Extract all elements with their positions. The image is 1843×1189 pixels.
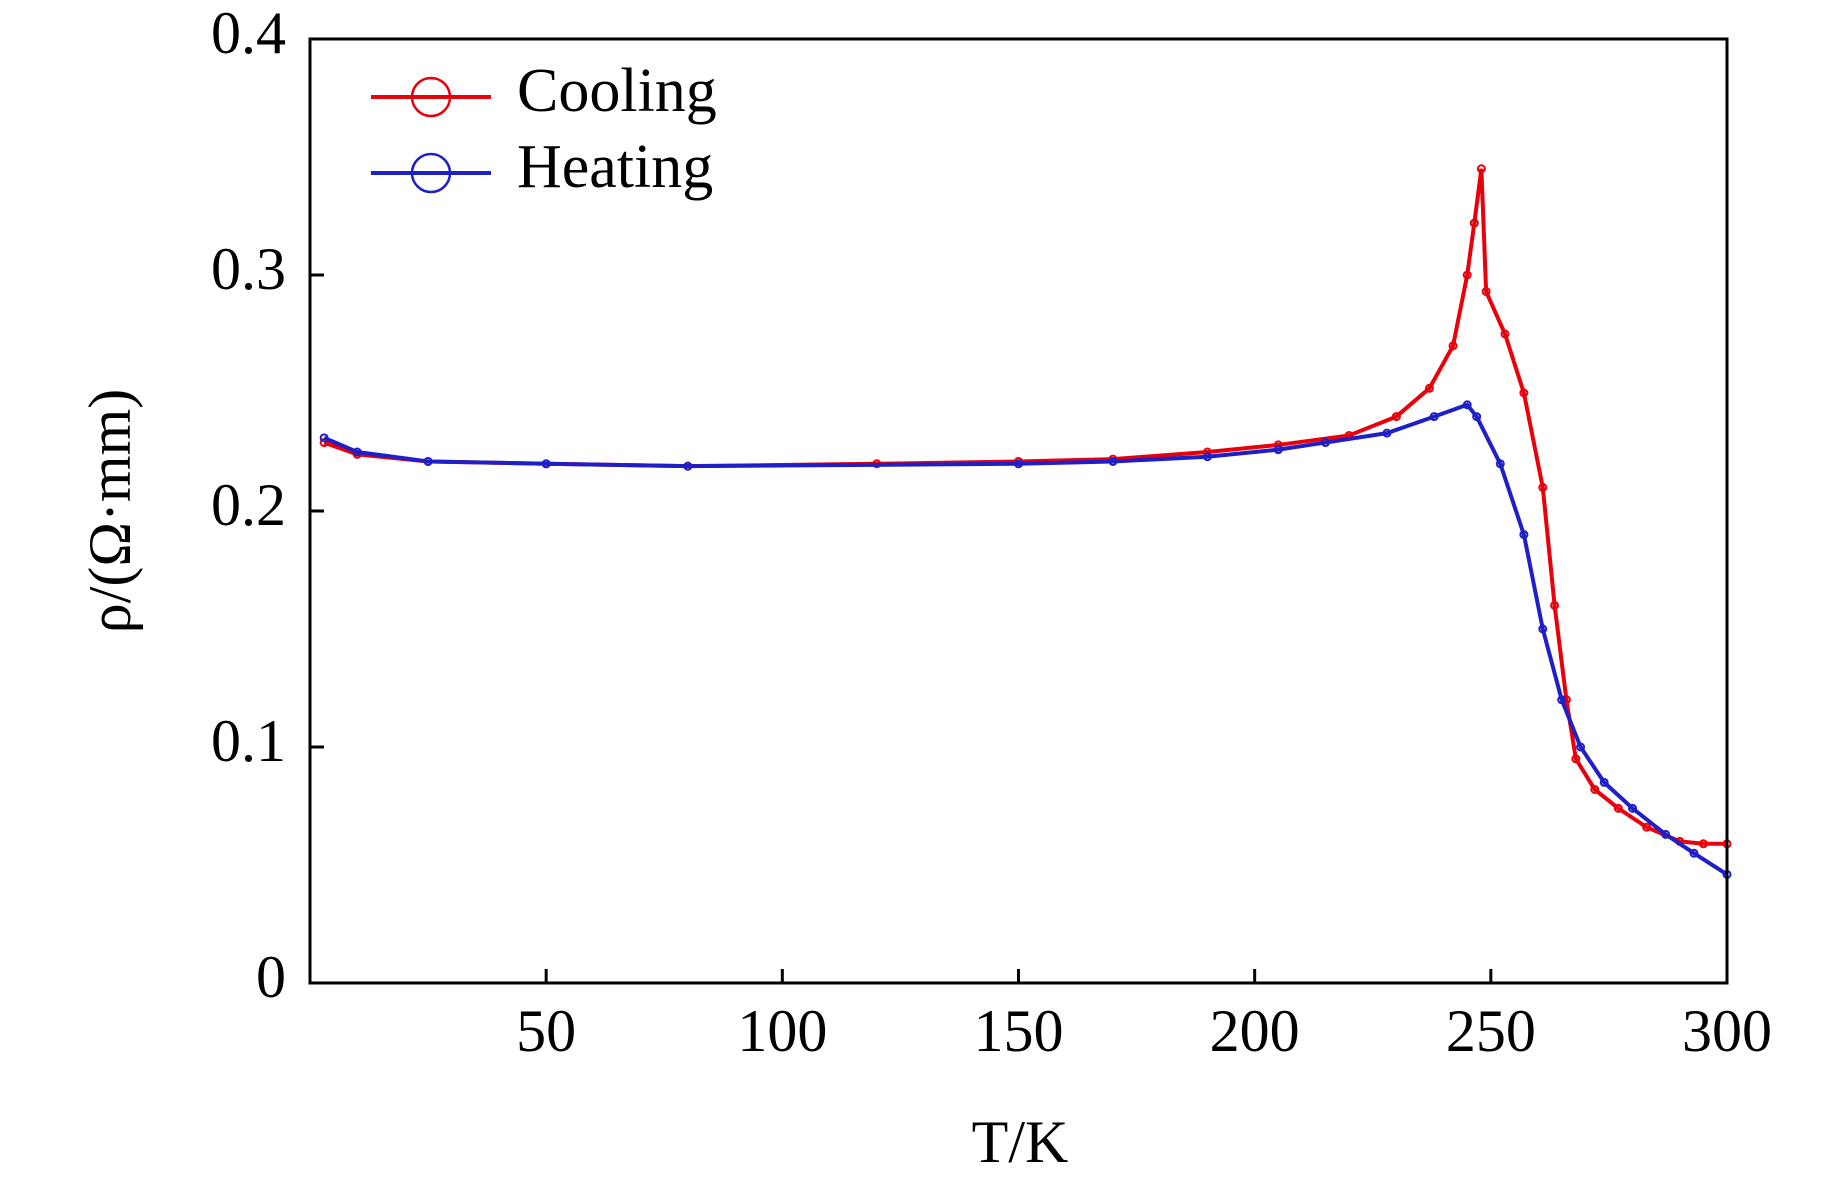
x-tick-label: 150 xyxy=(974,998,1064,1064)
x-tick-label: 200 xyxy=(1210,998,1300,1064)
data-point xyxy=(1519,388,1529,398)
y-tick-label: 0.3 xyxy=(211,236,286,302)
legend-label: Heating xyxy=(517,133,713,201)
data-point xyxy=(423,456,433,466)
data-point xyxy=(1613,803,1623,813)
legend-marker xyxy=(410,152,452,194)
data-point xyxy=(1382,428,1392,438)
data-point xyxy=(1495,459,1505,469)
x-tick-label: 300 xyxy=(1682,998,1772,1064)
data-point xyxy=(1014,459,1023,469)
series-line xyxy=(323,402,1729,877)
data-point xyxy=(1273,445,1283,455)
data-point xyxy=(1571,754,1581,764)
data-point xyxy=(1500,329,1510,339)
data-point xyxy=(1590,784,1600,794)
data-point xyxy=(352,447,362,457)
x-axis-title: T/K xyxy=(972,1109,1069,1175)
data-point xyxy=(319,433,329,443)
y-tick-label: 0.4 xyxy=(211,0,286,66)
data-point xyxy=(1469,218,1479,228)
legend-label: Cooling xyxy=(517,57,717,125)
data-point xyxy=(683,461,693,471)
series-line xyxy=(323,168,1727,846)
data-point xyxy=(1538,624,1548,634)
data-point xyxy=(1476,164,1486,174)
y-tick-label: 0.1 xyxy=(211,708,286,774)
data-point xyxy=(1538,482,1548,492)
data-point xyxy=(1642,822,1652,832)
data-point xyxy=(1462,400,1472,410)
data-point xyxy=(1462,270,1472,280)
data-point xyxy=(1424,383,1434,393)
data-point xyxy=(1550,600,1560,610)
legend-marker xyxy=(410,76,452,118)
data-point xyxy=(1108,456,1118,466)
y-tick-label: 0.2 xyxy=(211,472,286,538)
data-point xyxy=(1202,452,1212,462)
data-point xyxy=(1472,412,1482,422)
data-point xyxy=(1321,438,1331,448)
data-point xyxy=(1557,695,1567,705)
y-tick-label: 0 xyxy=(256,944,286,1010)
data-point xyxy=(1698,839,1708,849)
data-point xyxy=(541,459,551,469)
data-point xyxy=(1576,742,1586,752)
y-axis-title: ρ/(Ω·mm) xyxy=(77,389,143,633)
data-point xyxy=(1429,412,1439,422)
x-tick-label: 250 xyxy=(1446,998,1536,1064)
data-point xyxy=(1391,412,1401,422)
data-point xyxy=(1628,803,1638,813)
data-point xyxy=(1481,287,1491,297)
data-point xyxy=(1689,848,1699,858)
data-point xyxy=(1519,530,1529,540)
plot-frame xyxy=(308,37,1729,985)
data-point xyxy=(1448,341,1458,351)
data-point xyxy=(1661,829,1671,839)
data-point xyxy=(1599,777,1609,787)
x-tick-label: 100 xyxy=(737,998,827,1064)
x-tick-label: 50 xyxy=(516,998,576,1064)
